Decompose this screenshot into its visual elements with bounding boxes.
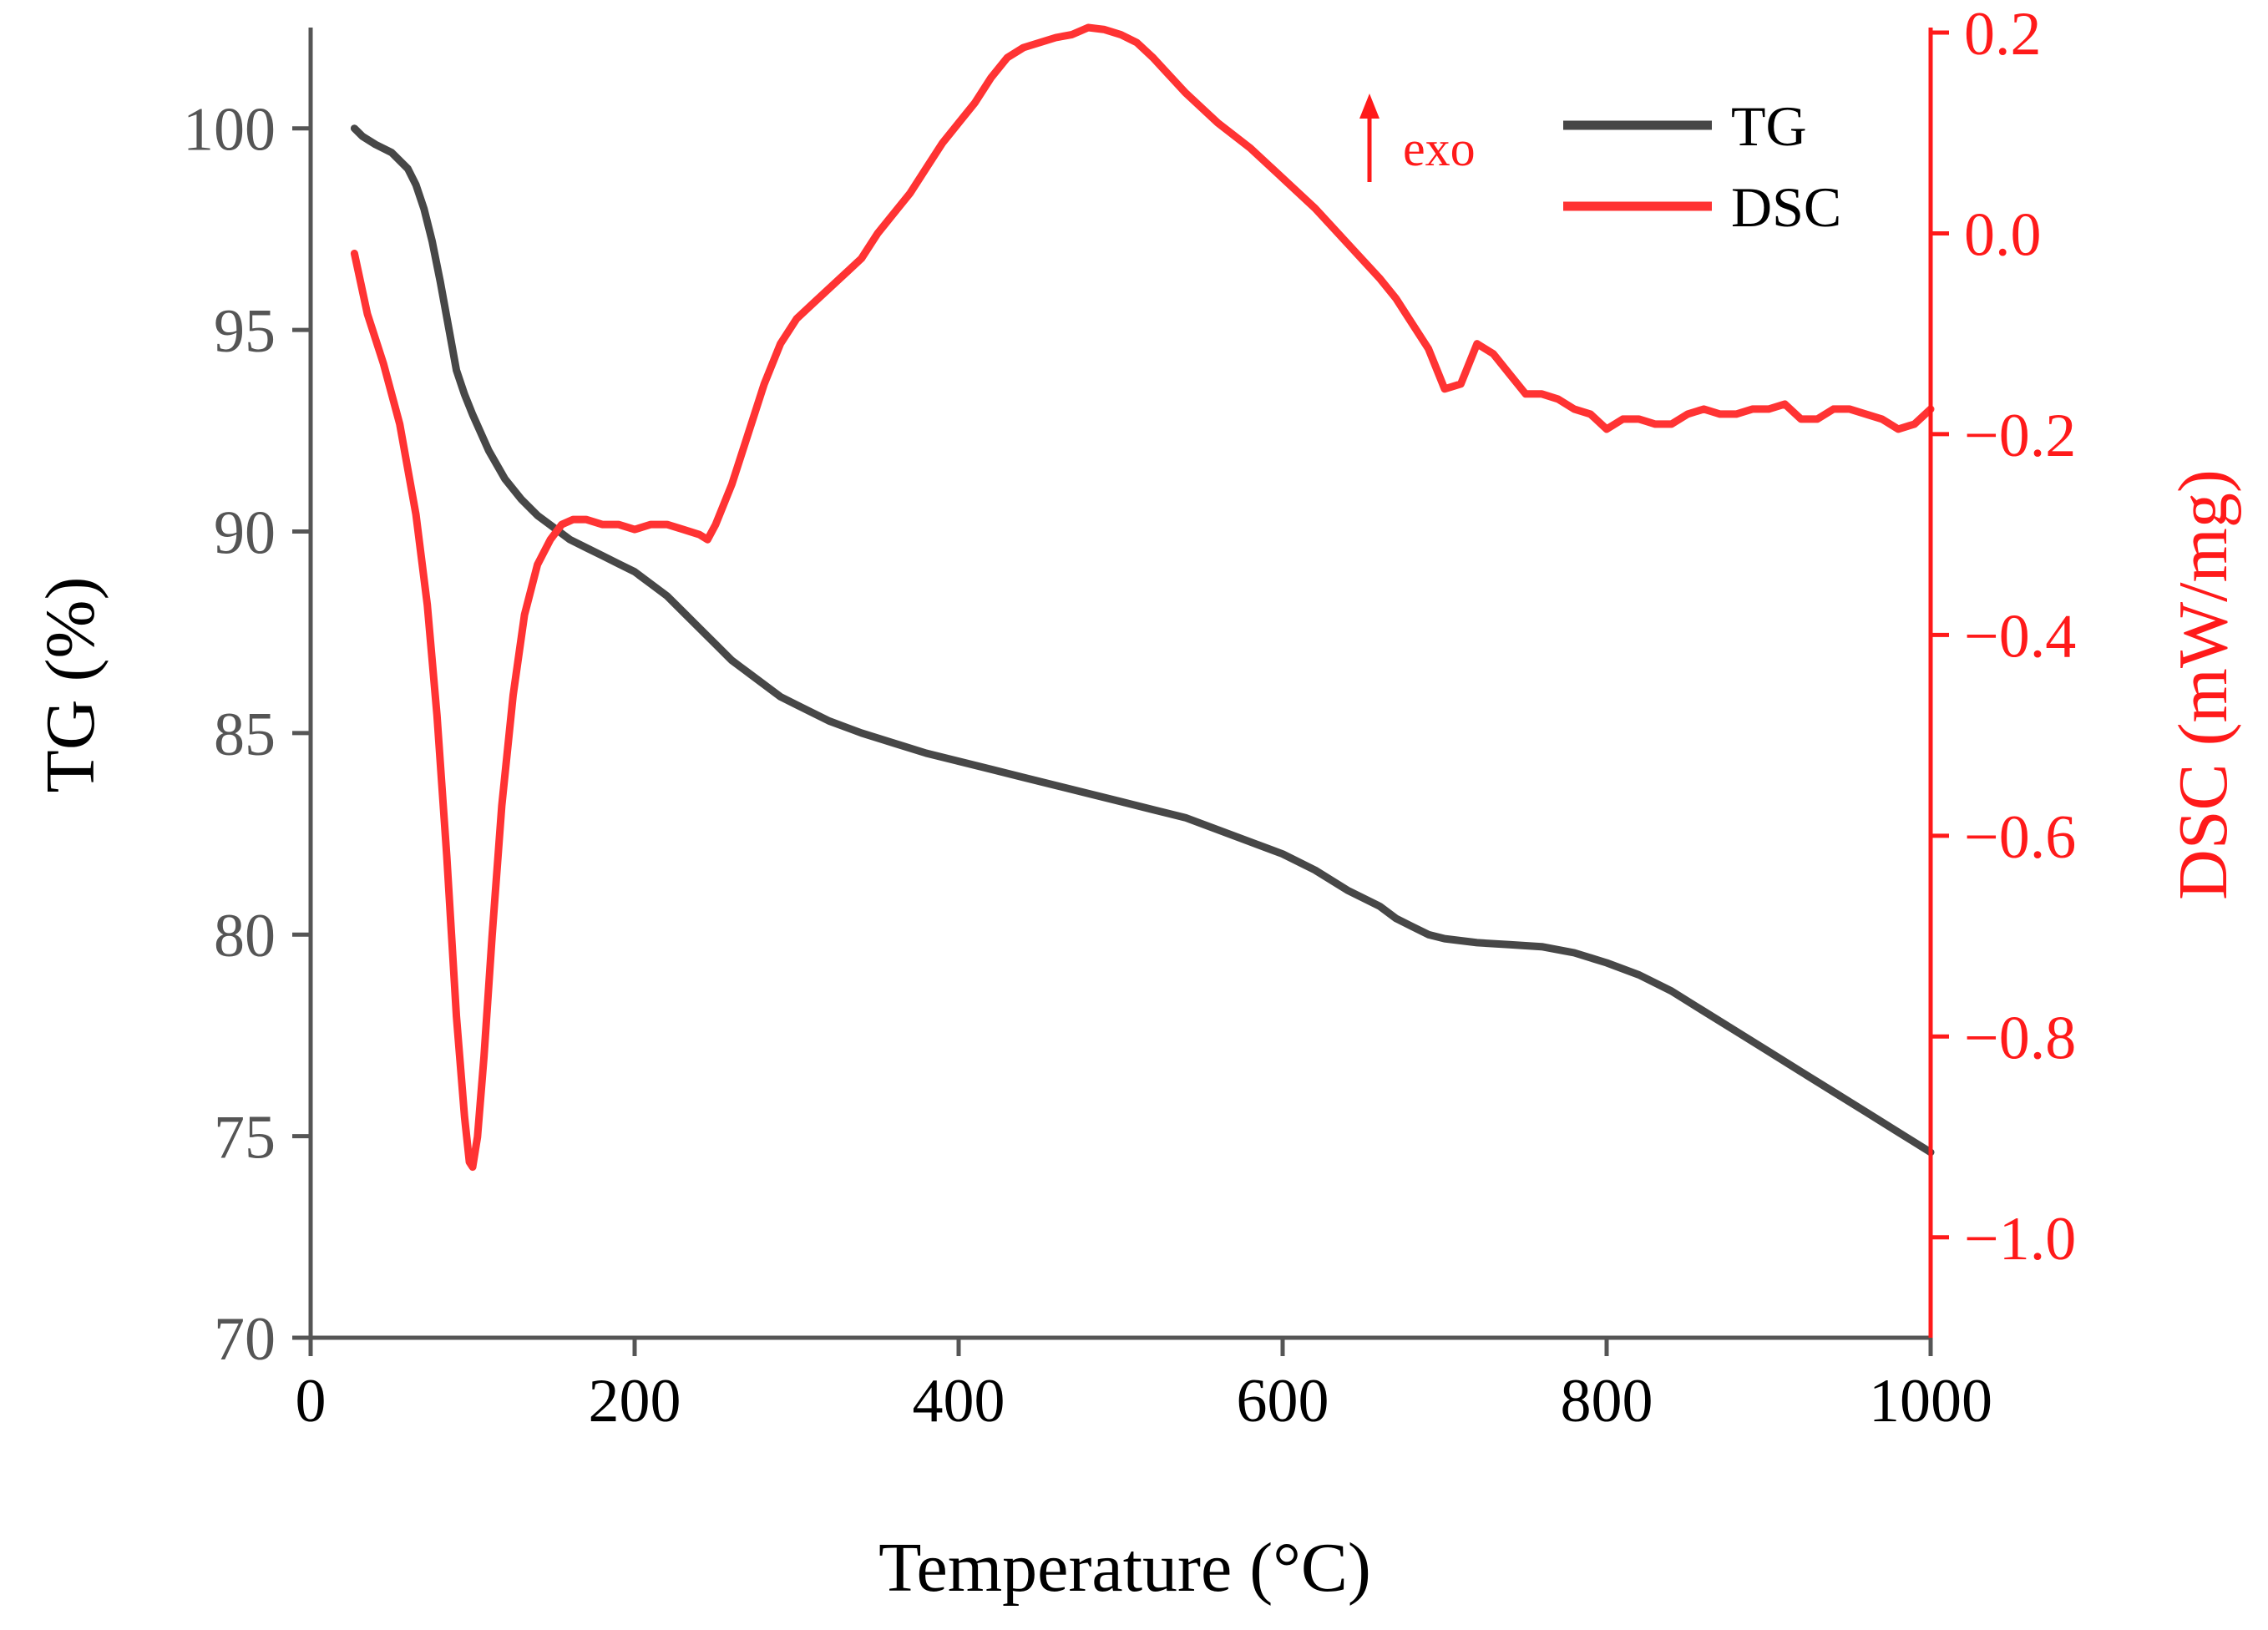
exo-label: exo bbox=[1403, 121, 1476, 176]
right-y-tick-label: −0.4 bbox=[1964, 602, 2076, 671]
legend-label-dsc: DSC bbox=[1731, 175, 1841, 239]
axes-layer bbox=[308, 28, 1933, 1340]
left-y-tick-label: 70 bbox=[214, 1305, 276, 1374]
left-y-tick-label: 100 bbox=[183, 96, 276, 165]
arrow-head bbox=[1359, 94, 1380, 119]
right-y-tick-label: 0.0 bbox=[1964, 200, 2042, 269]
left-y-tick-label: 95 bbox=[214, 297, 276, 366]
series-line-dsc bbox=[350, 23, 1935, 1172]
right-y-tick-label: −0.8 bbox=[1964, 1004, 2076, 1072]
series-layer bbox=[350, 23, 1935, 1172]
left-y-axis-title: TG (%) bbox=[32, 577, 109, 793]
x-tick-label: 1000 bbox=[1869, 1367, 1992, 1435]
right-y-tick-label: −1.0 bbox=[1964, 1205, 2076, 1273]
x-tick-label: 200 bbox=[589, 1367, 681, 1435]
legend-label-tg: TG bbox=[1731, 94, 1807, 158]
right-y-tick-label: 0.2 bbox=[1964, 0, 2042, 68]
right-y-tick-label: −0.6 bbox=[1964, 803, 2076, 872]
series-line-tg bbox=[350, 124, 1935, 1157]
legend: TG DSC bbox=[1563, 94, 1841, 239]
x-tick-label: 600 bbox=[1237, 1367, 1329, 1435]
axis-ticks: 0 200 400 600 800 1000 70 75 80 85 90 95 100 −1.0 −0.8… bbox=[183, 0, 2076, 1435]
left-y-tick-label: 75 bbox=[214, 1104, 276, 1172]
x-tick-label: 400 bbox=[913, 1367, 1005, 1435]
x-tick-label: 0 bbox=[296, 1367, 327, 1435]
x-axis-title: Temperature (°C) bbox=[878, 1529, 1371, 1607]
x-tick-label: 800 bbox=[1561, 1367, 1653, 1435]
right-y-axis-title: DSC (mW/mg) bbox=[2164, 469, 2242, 900]
left-y-tick-label: 90 bbox=[214, 499, 276, 567]
left-y-tick-label: 80 bbox=[214, 902, 276, 970]
right-y-tick-label: −0.2 bbox=[1964, 402, 2076, 470]
left-y-tick-label: 85 bbox=[214, 701, 276, 769]
exo-annotation: exo bbox=[1359, 94, 1476, 182]
